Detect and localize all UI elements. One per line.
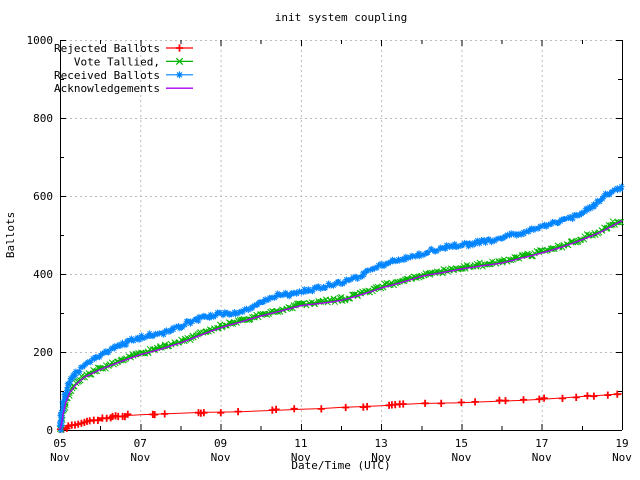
legend-label: Acknowledgements bbox=[54, 82, 160, 95]
x-tick-label-day: 11 bbox=[294, 437, 307, 450]
x-tick-label-day: 13 bbox=[375, 437, 388, 450]
legend-item-rejected-ballots: Rejected Ballots bbox=[54, 42, 193, 55]
tick-label-layer: 0200400600800100005Nov07Nov09Nov11Nov13N… bbox=[27, 34, 633, 464]
y-tick-label: 200 bbox=[33, 346, 53, 359]
y-tick-label: 800 bbox=[33, 112, 53, 125]
axes-layer bbox=[60, 40, 623, 431]
cross-marker-icon bbox=[175, 57, 184, 66]
chart-title: init system coupling bbox=[275, 11, 407, 24]
x-tick-label-day: 09 bbox=[214, 437, 227, 450]
x-tick-label-month: Nov bbox=[532, 451, 552, 464]
legend-label: Vote Tallied, bbox=[74, 55, 160, 68]
x-tick-label-month: Nov bbox=[211, 451, 231, 464]
x-tick-label-month: Nov bbox=[371, 451, 391, 464]
series-line bbox=[59, 219, 623, 431]
x-tick-label-month: Nov bbox=[612, 451, 632, 464]
x-tick-label-month: Nov bbox=[291, 451, 311, 464]
x-tick-label-day: 05 bbox=[53, 437, 66, 450]
series-layer bbox=[56, 183, 625, 434]
series-received-ballots bbox=[56, 183, 625, 434]
y-tick-label: 1000 bbox=[27, 34, 54, 47]
legend-item-acknowledgements: Acknowledgements bbox=[54, 82, 193, 95]
x-axis-title: Date/Time (UTC) bbox=[291, 459, 390, 472]
y-tick-label: 0 bbox=[46, 424, 53, 437]
x-tick-label-month: Nov bbox=[451, 451, 471, 464]
y-tick-label: 400 bbox=[33, 268, 53, 281]
star-marker-icon bbox=[176, 71, 183, 79]
legend-item-vote-tallied: Vote Tallied, bbox=[74, 55, 193, 68]
legend-item-received-ballots: Received Ballots bbox=[54, 69, 193, 82]
legend-label: Received Ballots bbox=[54, 69, 160, 82]
x-tick-label-month: Nov bbox=[130, 451, 150, 464]
x-tick-label-day: 15 bbox=[455, 437, 468, 450]
x-tick-label-day: 07 bbox=[134, 437, 147, 450]
series-markers bbox=[56, 183, 625, 434]
x-tick-label-day: 17 bbox=[535, 437, 548, 450]
x-tick-label-day: 19 bbox=[615, 437, 628, 450]
y-axis-title: Ballots bbox=[4, 212, 17, 258]
plus-marker-icon bbox=[175, 44, 184, 52]
x-tick-label-month: Nov bbox=[50, 451, 70, 464]
series-acknowledgements bbox=[59, 219, 623, 431]
y-tick-label: 600 bbox=[33, 190, 53, 203]
legend-label: Rejected Ballots bbox=[54, 42, 160, 55]
